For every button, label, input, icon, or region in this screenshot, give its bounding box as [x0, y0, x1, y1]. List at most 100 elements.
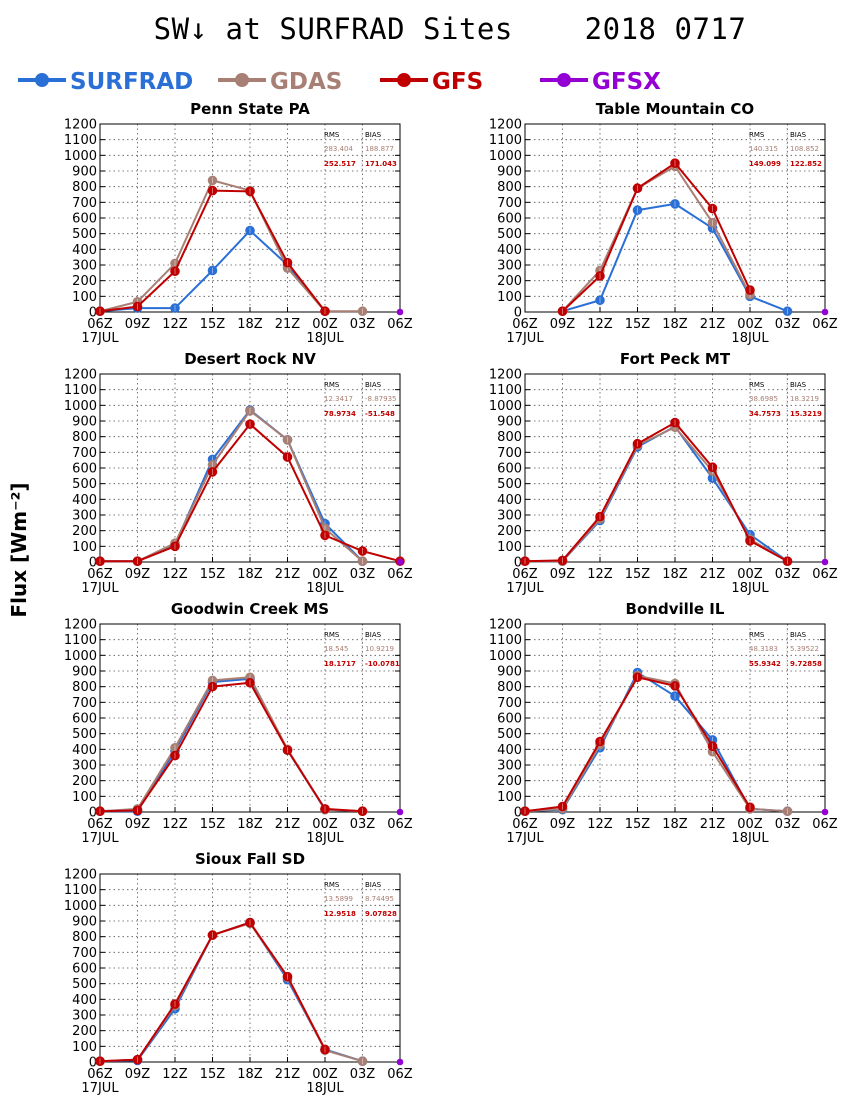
gridlines: [100, 624, 400, 812]
x-date-label: 18JUL: [306, 331, 344, 346]
stats-header-bias: BIAS: [790, 131, 807, 139]
y-tick-label: 0: [514, 806, 522, 821]
gridlines: [525, 124, 825, 312]
legend-item-surfrad: SURFRAD: [18, 69, 193, 95]
y-tick-label: 1100: [64, 633, 97, 648]
x-tick-label: 06Z: [512, 817, 538, 832]
stats-gfs-bias: 9.72858: [790, 660, 822, 668]
series-line: [561, 162, 751, 312]
x-date-label: 18JUL: [306, 831, 344, 846]
stats-gfs-bias: 171.043: [365, 160, 397, 168]
y-tick-label: 1200: [64, 368, 97, 383]
y-tick-label: 700: [497, 446, 522, 461]
y-tick-label: 500: [497, 477, 522, 492]
panel-title: Goodwin Creek MS: [171, 600, 329, 618]
y-tick-label: 500: [72, 227, 97, 242]
series-line: [524, 421, 788, 563]
gridlines: [100, 874, 400, 1062]
y-tick-label: 700: [497, 196, 522, 211]
panel-desert-rock-nv: Desert Rock NV 01002003004005006007008009…: [64, 350, 413, 596]
x-tick-label: 18Z: [237, 567, 263, 582]
stats-box: RMS BIAS 13.5899 8.74495 12.9518 9.07828: [324, 878, 397, 921]
y-tick-label: 1100: [64, 383, 97, 398]
stats-header-bias: BIAS: [790, 631, 807, 639]
series-gdas: [520, 670, 793, 817]
panel-title: Table Mountain CO: [596, 100, 754, 118]
y-tick-label: 300: [72, 1009, 97, 1024]
y-tick-label: 1100: [64, 133, 97, 148]
stats-header-rms: RMS: [749, 381, 765, 389]
stats-box: RMS BIAS 140.315 108.852 149.099 122.852: [749, 128, 822, 171]
y-tick-label: 100: [497, 790, 522, 805]
x-tick-label: 15Z: [200, 1067, 226, 1082]
gridlines: [100, 124, 400, 312]
data-point: [821, 308, 829, 316]
stats-gfs-rms: 149.099: [749, 160, 781, 168]
x-tick-label: 12Z: [162, 1067, 188, 1082]
y-tick-label: 600: [72, 962, 97, 977]
x-tick-label: 00Z: [737, 567, 763, 582]
legend-label: GFSX: [592, 69, 661, 95]
legend-marker: [35, 73, 49, 87]
legend-item-gdas: GDAS: [218, 69, 342, 95]
series-gfsx: [821, 558, 829, 566]
legend-label: SURFRAD: [70, 69, 193, 95]
y-tick-label: 200: [72, 774, 97, 789]
x-tick-label: 09Z: [125, 567, 151, 582]
x-date-label: 17JUL: [81, 1081, 119, 1096]
series-gfs: [520, 672, 755, 817]
y-tick-label: 0: [514, 306, 522, 321]
y-tick-label: 400: [497, 243, 522, 258]
legend: SURFRAD GDAS GFS GFSX: [18, 69, 661, 95]
x-tick-label: 12Z: [162, 317, 188, 332]
x-tick-label: 12Z: [587, 817, 613, 832]
y-tick-label: 200: [497, 774, 522, 789]
panel-title: Bondville IL: [626, 600, 725, 618]
series-surfrad: [520, 667, 793, 817]
x-tick-label: 06Z: [387, 1067, 413, 1082]
x-tick-label: 18Z: [237, 1067, 263, 1082]
y-tick-label: 1200: [64, 618, 97, 633]
y-tick-label: 600: [497, 462, 522, 477]
stats-gdas-rms: 283.404: [324, 145, 353, 153]
stats-gfs-rms: 78.9734: [324, 410, 356, 418]
x-tick-label: 06Z: [87, 567, 113, 582]
y-tick-label: 900: [72, 915, 97, 930]
x-tick-label: 21Z: [275, 317, 301, 332]
y-tick-label: 800: [497, 430, 522, 445]
legend-label: GFS: [432, 69, 483, 95]
y-tick-label: 700: [72, 446, 97, 461]
series-gdas: [557, 161, 755, 317]
stats-box: RMS BIAS 18.545 10.9219 18.1717 -10.0781: [324, 628, 400, 671]
series-line: [99, 681, 363, 813]
series-gdas: [95, 918, 368, 1067]
series-gfsx: [821, 308, 829, 316]
y-tick-label: 0: [514, 556, 522, 571]
stats-gdas-bias: 108.852: [790, 145, 819, 153]
series-gfs: [557, 158, 755, 317]
y-axis-label: Flux [Wm⁻²]: [7, 482, 31, 617]
stats-gdas-bias: 8.74495: [365, 895, 394, 903]
series-gfsx: [396, 308, 404, 316]
x-tick-label: 12Z: [162, 567, 188, 582]
stats-gdas-bias: 10.9219: [365, 645, 394, 653]
stats-header-rms: RMS: [749, 131, 765, 139]
x-tick-label: 21Z: [700, 567, 726, 582]
gridlines: [525, 624, 825, 812]
x-tick-label: 09Z: [550, 567, 576, 582]
panel-table-mountain-co: Table Mountain CO 01002003004005006007008…: [489, 100, 838, 346]
x-date-label: 17JUL: [506, 831, 544, 846]
stats-gdas-rms: 13.5899: [324, 895, 353, 903]
legend-marker: [397, 73, 411, 87]
x-date-label: 17JUL: [81, 331, 119, 346]
x-tick-label: 21Z: [700, 317, 726, 332]
x-tick-label: 03Z: [775, 317, 801, 332]
y-tick-label: 700: [497, 696, 522, 711]
y-tick-label: 500: [497, 727, 522, 742]
legend-marker: [235, 73, 249, 87]
y-tick-label: 300: [72, 259, 97, 274]
x-tick-label: 00Z: [737, 317, 763, 332]
y-tick-label: 600: [72, 712, 97, 727]
y-tick-label: 500: [72, 727, 97, 742]
x-tick-label: 18Z: [662, 567, 688, 582]
